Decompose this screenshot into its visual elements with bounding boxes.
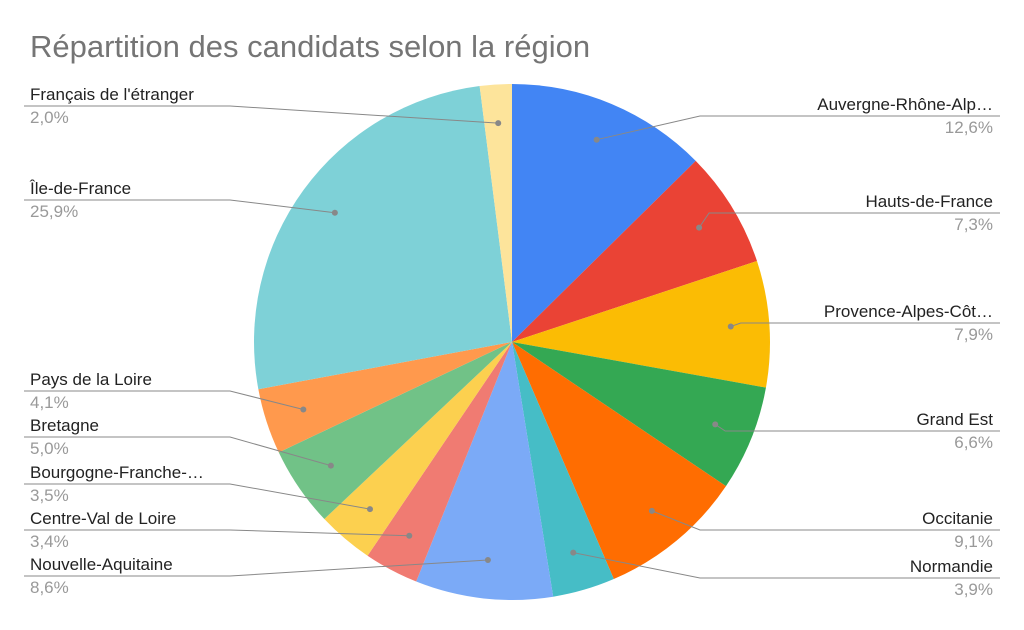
leader-dot — [648, 507, 655, 514]
leader-line — [714, 423, 1000, 432]
slice-value: 8,6% — [30, 578, 69, 597]
pie-slice — [258, 342, 512, 453]
leader-dot — [300, 406, 307, 413]
slice-label: Bretagne — [30, 416, 99, 435]
leader-line — [596, 115, 1000, 141]
pie-slice — [479, 84, 512, 342]
slice-value: 7,3% — [954, 215, 993, 234]
slice-value: 4,1% — [30, 393, 69, 412]
leader-dot — [366, 506, 373, 513]
leader-line — [24, 390, 304, 410]
leader-line — [730, 322, 1000, 327]
leader-dot — [570, 549, 577, 556]
slice-value: 2,0% — [30, 108, 69, 127]
leader-dot — [495, 120, 502, 127]
slice-value: 12,6% — [945, 118, 993, 137]
leader-line — [24, 436, 332, 467]
leader-dot — [593, 136, 600, 143]
leader-dot — [484, 556, 491, 563]
pie-slice — [512, 342, 766, 487]
slice-label: Normandie — [910, 557, 993, 576]
pie-slice — [512, 342, 726, 580]
pie-slice — [367, 342, 512, 582]
pie-slice — [512, 261, 770, 388]
leader-line — [24, 529, 410, 537]
slice-label: Centre-Val de Loire — [30, 509, 176, 528]
slice-label: Bourgogne-Franche-… — [30, 463, 204, 482]
leader-line — [573, 552, 1000, 579]
leader-dot — [406, 532, 413, 539]
leader-dot — [696, 224, 703, 231]
slice-label: Grand Est — [916, 410, 993, 429]
slice-value: 3,4% — [30, 532, 69, 551]
leader-line — [24, 559, 488, 577]
slice-label: Pays de la Loire — [30, 370, 152, 389]
slice-value: 7,9% — [954, 325, 993, 344]
leader-line — [651, 510, 1000, 531]
slice-label: Auvergne-Rhône-Alp… — [817, 95, 993, 114]
slice-label: Nouvelle-Aquitaine — [30, 555, 173, 574]
pie-slice — [254, 86, 512, 390]
slice-label: Île-de-France — [29, 179, 131, 198]
slice-value: 3,9% — [954, 580, 993, 599]
leader-line — [24, 483, 371, 510]
pie-slice — [324, 342, 512, 556]
leader-dot — [727, 323, 734, 330]
leader-dot — [327, 462, 334, 469]
slice-label: Provence-Alpes-Côt… — [824, 302, 993, 321]
slice-value: 25,9% — [30, 202, 78, 221]
pie-slice — [278, 342, 512, 520]
slice-value: 3,5% — [30, 486, 69, 505]
pie-slice — [416, 342, 554, 601]
leader-dot — [331, 209, 338, 216]
slice-label: Français de l'étranger — [30, 85, 194, 104]
pie-slice — [512, 342, 614, 597]
slice-label: Hauts-de-France — [865, 192, 993, 211]
leader-line — [698, 212, 1000, 228]
leader-line — [24, 105, 499, 124]
pie-slice — [512, 160, 757, 342]
slice-value: 5,0% — [30, 439, 69, 458]
slice-value: 9,1% — [954, 532, 993, 551]
pie-slice — [512, 84, 696, 342]
chart-title: Répartition des candidats selon la régio… — [30, 29, 590, 64]
slice-label: Occitanie — [922, 509, 993, 528]
leader-line — [24, 199, 335, 214]
slice-value: 6,6% — [954, 433, 993, 452]
leader-dot — [712, 421, 719, 428]
